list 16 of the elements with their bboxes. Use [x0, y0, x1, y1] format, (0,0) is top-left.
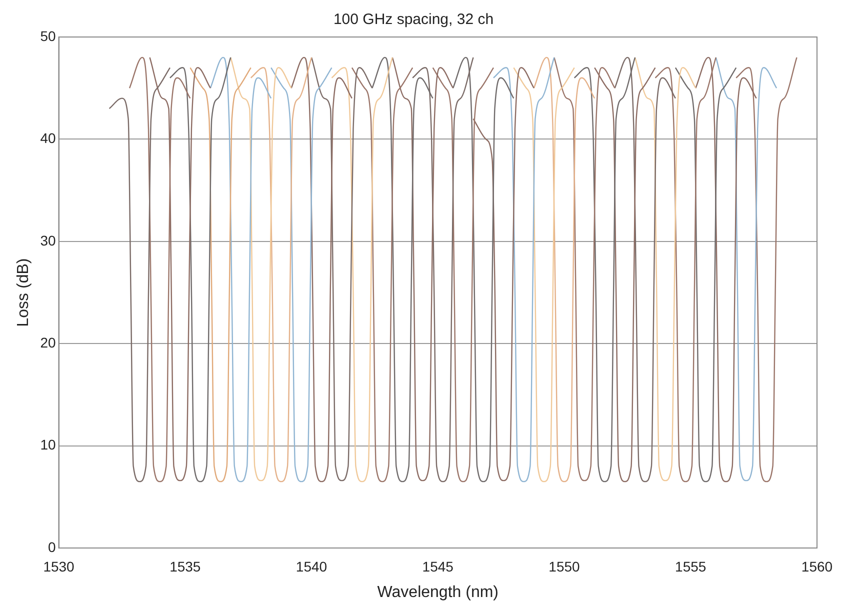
x-tick-label: 1530 [43, 558, 75, 574]
y-tick-label: 30 [40, 232, 56, 248]
x-tick-label: 1560 [801, 558, 833, 574]
y-axis-title: Loss (dB) [15, 258, 32, 327]
y-tick-label: 40 [40, 130, 56, 146]
x-axis-title: Wavelength (nm) [377, 584, 499, 601]
y-tick-label: 50 [40, 28, 56, 44]
x-tick-label: 1545 [422, 558, 454, 574]
x-tick-label: 1535 [170, 558, 201, 574]
y-tick-label: 0 [48, 538, 56, 555]
chart-title: 100 GHz spacing, 32 ch [333, 11, 494, 28]
y-tick-label: 10 [40, 436, 56, 453]
x-tick-label: 1540 [296, 558, 328, 574]
y-tick-label: 20 [40, 334, 56, 350]
x-tick-label: 1555 [675, 558, 706, 574]
x-tick-label: 1550 [548, 558, 580, 574]
